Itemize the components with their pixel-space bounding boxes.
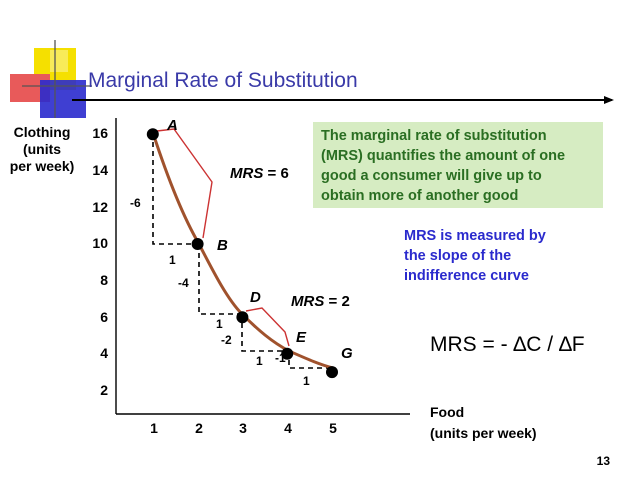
delta-f-d-e: 1 [256, 354, 263, 368]
y-axis-label-line-3: per week) [10, 158, 75, 174]
delta-c-e-g: -1 [275, 351, 286, 365]
x-tick-3: 3 [239, 420, 247, 436]
y-tick-14: 14 [92, 162, 108, 178]
mrs-brackets [156, 128, 290, 347]
point-label-d: D [250, 289, 261, 306]
delta-c-d-e: -2 [221, 333, 232, 347]
x-tick-4: 4 [284, 420, 292, 436]
delta-f-e-g: 1 [303, 374, 310, 388]
bracket-d-e [245, 307, 290, 347]
data-points [146, 128, 338, 379]
point-d [236, 311, 249, 324]
info-line-3: good a consumer will give up to [321, 168, 542, 184]
y-axis-label-line-1: Clothing [14, 124, 71, 140]
x-tick-1: 1 [150, 420, 158, 436]
y-tick-10: 10 [92, 235, 108, 251]
indifference-curve [151, 132, 334, 370]
x-tick-2: 2 [195, 420, 203, 436]
point-b [191, 238, 204, 250]
point-label-a: A [166, 117, 178, 134]
point-label-b: B [217, 237, 228, 254]
delta-f-a-b: 1 [169, 253, 176, 267]
delta-c-b-d: -4 [178, 276, 189, 290]
change-segments [152, 133, 333, 369]
bracket-a-b [156, 128, 213, 239]
title-arrowhead [604, 96, 614, 104]
mrs-label-2: MRS = 2 [291, 293, 350, 310]
page-number: 13 [597, 454, 611, 468]
point-label-g: G [341, 345, 353, 362]
point-g [326, 366, 338, 379]
delta-f-b-d: 1 [216, 317, 223, 331]
note-line-3: indifference curve [404, 268, 529, 284]
info-line-1: The marginal rate of substitution [321, 128, 547, 144]
slide-title: Marginal Rate of Substitution [88, 69, 358, 92]
x-tick-labels: 1 2 3 4 5 [150, 420, 337, 436]
y-axis-label-line-2: (units [23, 141, 61, 157]
x-axis-label-line-2: (units per week) [430, 425, 537, 441]
segment-e-g [288, 351, 333, 369]
mrs-formula: MRS = - ∆C / ∆F [430, 333, 585, 356]
point-e [281, 347, 294, 360]
mrs-label-6: MRS = 6 [230, 165, 289, 182]
info-line-2: (MRS) quantifies the amount of one [321, 148, 565, 164]
note-line-2: the slope of the [404, 248, 511, 264]
y-tick-12: 12 [92, 199, 108, 215]
info-line-4: obtain more of another good [321, 188, 518, 204]
y-tick-8: 8 [100, 272, 108, 288]
segment-a-b [152, 133, 199, 245]
y-tick-6: 6 [100, 309, 108, 325]
y-tick-labels: 16 14 12 10 8 6 4 2 [92, 125, 108, 398]
y-tick-2: 2 [100, 382, 108, 398]
x-axis-label-line-1: Food [430, 404, 464, 420]
segment-d-e [241, 314, 289, 352]
y-tick-4: 4 [100, 345, 108, 361]
point-label-e: E [296, 329, 307, 346]
logo-squares [10, 40, 92, 118]
note-line-1: MRS is measured by [404, 228, 546, 244]
point-a [146, 128, 159, 141]
info-box: The marginal rate of substitution (MRS) … [313, 122, 603, 208]
y-tick-16: 16 [92, 125, 108, 141]
x-tick-5: 5 [329, 420, 337, 436]
delta-c-a-b: -6 [130, 196, 141, 210]
